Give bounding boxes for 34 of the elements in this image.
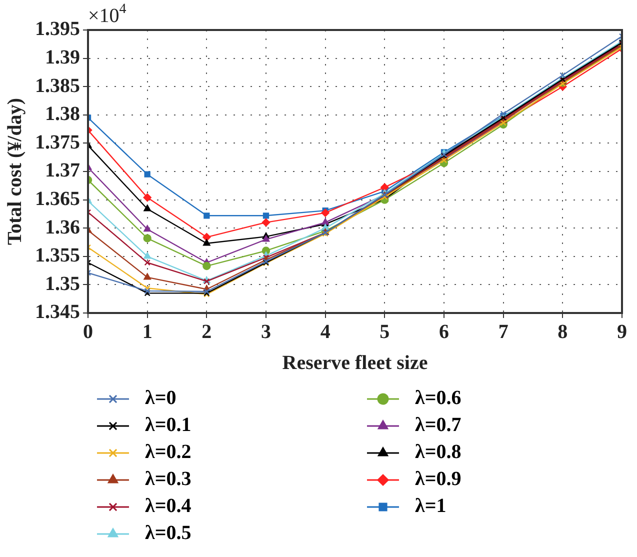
y-tick-label: 1.36	[45, 216, 80, 238]
legend-label: λ=0.9	[415, 468, 462, 491]
x-tick-label: 1	[142, 321, 152, 344]
y-tick-label: 1.345	[35, 301, 80, 324]
x-axis-title: Reserve fleet size	[282, 352, 428, 374]
y-tick-label: 1.38	[45, 103, 80, 126]
legend-label: λ=0.5	[145, 522, 192, 545]
x-tick-label: 5	[380, 321, 390, 344]
y-tick-label: 1.375	[35, 131, 80, 154]
legend-label: λ=0.2	[145, 441, 192, 464]
legend-label: λ=0.8	[415, 441, 462, 464]
x-tick-label: 8	[558, 321, 568, 344]
y-tick-label: 1.37	[45, 160, 80, 182]
x-tick-label: 2	[202, 321, 212, 344]
x-tick-label: 4	[320, 321, 330, 344]
legend-label: λ=0.3	[145, 468, 192, 491]
y-tick-label: 1.355	[35, 244, 80, 267]
y-tick-label: 1.365	[35, 188, 80, 210]
x-tick-label: 3	[261, 321, 271, 344]
x-tick-label: 9	[617, 321, 627, 344]
y-tick-label: 1.395	[35, 18, 80, 40]
x-tick-label: 0	[83, 321, 93, 344]
x-tick-label: 6	[439, 321, 449, 344]
y-tick-label: 1.35	[45, 272, 80, 295]
y-axis-title: Total cost (¥/day)	[4, 98, 26, 246]
x-tick-label: 7	[498, 321, 508, 344]
legend-label: λ=0.1	[145, 414, 192, 437]
y-tick-label: 1.39	[45, 46, 80, 68]
legend-label: λ=0	[145, 387, 176, 410]
legend-label: λ=1	[415, 495, 446, 518]
legend-label: λ=0.7	[415, 414, 462, 437]
legend-label: λ=0.4	[145, 495, 192, 518]
legend-label: λ=0.6	[415, 387, 462, 410]
y-tick-label: 1.385	[35, 74, 80, 97]
